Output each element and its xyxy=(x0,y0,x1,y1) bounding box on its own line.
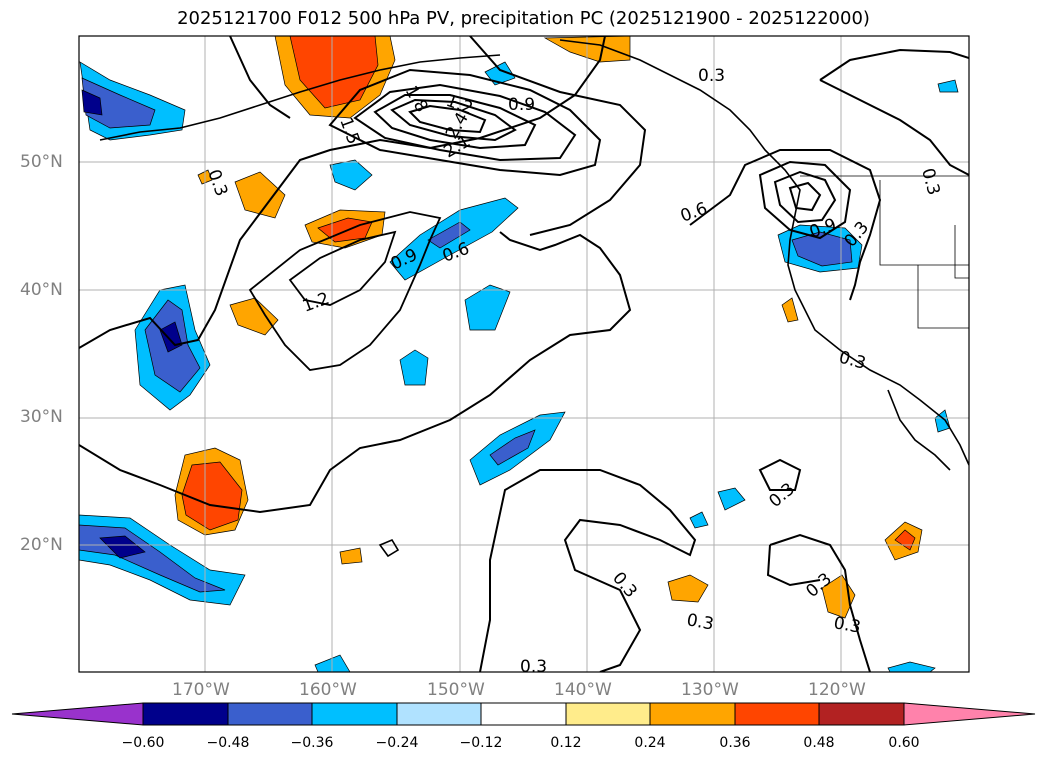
positive-anomaly-area xyxy=(234,171,286,219)
pv-contour-line xyxy=(769,533,871,672)
colorbar-tick: −0.24 xyxy=(375,735,419,751)
colorbar-tick: −0.60 xyxy=(121,735,165,751)
colorbar-segment xyxy=(142,702,229,726)
pv-contour-line xyxy=(79,36,606,349)
negative-anomaly-area xyxy=(81,89,103,116)
lat-label: 20°N xyxy=(20,535,63,555)
map-panel xyxy=(79,36,969,672)
positive-anomaly-area xyxy=(181,461,243,531)
colorbar-segment xyxy=(734,702,820,726)
colorbar-segment xyxy=(818,702,905,726)
lon-label: 140°W xyxy=(554,680,612,700)
pv-contour-line xyxy=(469,36,647,236)
coastlines xyxy=(99,39,969,558)
contour-label: 0.9 xyxy=(508,95,535,115)
contour-label: 0.3 xyxy=(520,657,547,677)
pv-contour-line xyxy=(390,98,517,142)
colorbar xyxy=(11,702,1036,726)
positive-anomaly-area xyxy=(289,36,379,109)
pv-contour-line xyxy=(408,104,487,134)
pv-contour-line xyxy=(788,181,822,212)
negative-anomaly-area xyxy=(689,511,709,529)
negative-anomaly-area xyxy=(399,349,429,386)
pv-contour-line xyxy=(758,458,802,491)
pv-contour-line xyxy=(479,469,697,672)
pv-contour-line xyxy=(689,149,882,301)
pv-contour-line xyxy=(248,211,442,371)
positive-anomaly-area xyxy=(781,297,799,323)
pv-contour-line xyxy=(766,544,821,587)
colorbar-tick: 0.12 xyxy=(550,735,582,751)
contour-label: 0.3 xyxy=(832,613,862,637)
pv-contours xyxy=(79,36,969,672)
pv-contour-line xyxy=(819,79,969,176)
colorbar-tick: −0.36 xyxy=(290,735,334,751)
colorbar-segment xyxy=(227,702,313,726)
map-frame xyxy=(78,35,970,673)
contour-label: 0.3 xyxy=(685,610,715,634)
pv-contour-line xyxy=(819,48,969,81)
positive-anomaly-area xyxy=(667,574,709,603)
lon-label: 160°W xyxy=(299,680,357,700)
colorbar-tick: 0.48 xyxy=(803,735,835,751)
pv-contour-line xyxy=(373,94,537,150)
lat-label: 30°N xyxy=(20,407,63,427)
colorbar-tick: −0.48 xyxy=(206,735,250,751)
political-borders xyxy=(800,175,969,329)
negative-anomaly-area xyxy=(99,535,146,559)
pv-contour-line xyxy=(288,230,397,306)
precip-shading xyxy=(79,36,959,672)
negative-anomaly-area xyxy=(791,231,853,267)
negative-anomaly-area xyxy=(887,661,936,672)
pv-contour-line xyxy=(758,160,852,240)
lat-label: 50°N xyxy=(20,152,63,172)
lon-label: 120°W xyxy=(808,680,866,700)
negative-anomaly-area xyxy=(464,284,511,331)
negative-anomaly-area xyxy=(329,159,373,191)
pv-contour-line xyxy=(79,231,632,514)
negative-anomaly-area xyxy=(717,487,746,511)
contour-label: 0.3 xyxy=(698,66,725,86)
lon-label: 130°W xyxy=(681,680,739,700)
lon-label: 150°W xyxy=(427,680,485,700)
colorbar-extend-low xyxy=(11,702,144,726)
colorbar-extend-high xyxy=(903,702,1036,726)
map-title: 2025121700 F012 500 hPa PV, precipitatio… xyxy=(177,8,870,29)
colorbar-segment xyxy=(649,702,736,726)
colorbar-segment xyxy=(565,702,651,726)
colorbar-segment xyxy=(311,702,398,726)
negative-anomaly-area xyxy=(937,79,959,93)
pv-contour-line xyxy=(229,36,291,119)
colorbar-tick: 0.24 xyxy=(634,735,666,751)
colorbar-tick: −0.12 xyxy=(459,735,503,751)
positive-anomaly-area xyxy=(339,547,363,565)
colorbar-segment xyxy=(396,702,482,726)
gridlines xyxy=(79,36,969,672)
pv-contour-line xyxy=(773,170,837,224)
colorbar-tick: 0.36 xyxy=(719,735,751,751)
positive-anomaly-area xyxy=(229,297,279,336)
pv-contour-line xyxy=(353,83,577,162)
pv-contour-line xyxy=(328,68,602,177)
negative-anomaly-area xyxy=(81,77,156,129)
colorbar-tick: 0.60 xyxy=(888,735,920,751)
lon-label: 170°W xyxy=(172,680,230,700)
negative-anomaly-area xyxy=(489,429,536,466)
colorbar-segment xyxy=(480,702,567,726)
lat-label: 40°N xyxy=(20,280,63,300)
